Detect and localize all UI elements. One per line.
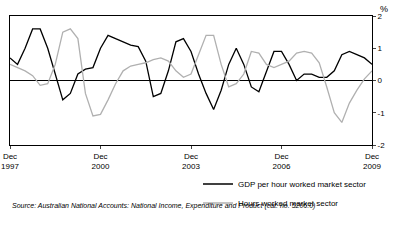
svg-text:Source: Australian National Ac: Source: Australian National Accounts: Na… — [12, 202, 315, 210]
svg-text:Dec1997: Dec1997 — [1, 152, 19, 171]
svg-text:Hours worked market sector: Hours worked market sector — [238, 199, 338, 208]
svg-text:Dec2003: Dec2003 — [182, 152, 200, 171]
svg-text:GDP per hour worked market sec: GDP per hour worked market sector — [238, 180, 366, 189]
svg-text:0: 0 — [378, 76, 383, 85]
svg-text:%: % — [380, 4, 388, 14]
svg-text:-2: -2 — [378, 141, 386, 150]
svg-text:2: 2 — [378, 12, 383, 21]
svg-text:1: 1 — [378, 44, 383, 53]
svg-text:-1: -1 — [378, 109, 386, 118]
svg-text:Dec2006: Dec2006 — [273, 152, 291, 171]
svg-text:Dec2000: Dec2000 — [92, 152, 110, 171]
svg-text:Dec2009: Dec2009 — [363, 152, 381, 171]
